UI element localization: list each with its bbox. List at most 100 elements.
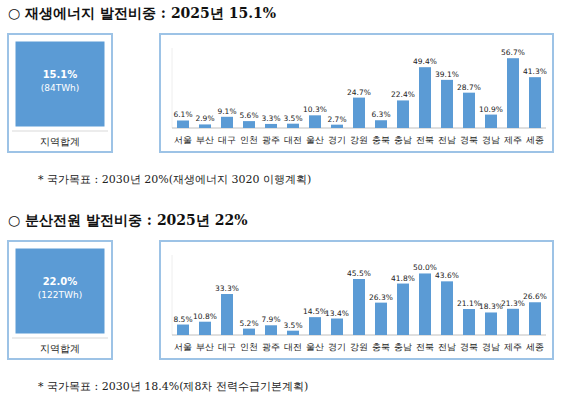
data-label: 2.7% (327, 115, 346, 124)
bar (375, 303, 387, 335)
x-tick-label: 대구 (218, 342, 236, 352)
bar (441, 80, 453, 128)
total-energy: (84TWh) (41, 83, 80, 93)
data-label: 41.8% (391, 274, 415, 283)
title: ○ 재생에너지 발전비중 : 2025년 15.1% (8, 5, 276, 21)
bar (243, 329, 255, 335)
total-label: 지역합계 (40, 343, 80, 354)
data-label: 21.1% (457, 299, 481, 308)
x-tick-label: 대전 (284, 342, 302, 352)
x-tick-label: 광주 (262, 342, 280, 352)
bar (309, 115, 321, 128)
data-label: 50.0% (413, 263, 437, 272)
total-value: 22.0% (43, 276, 78, 287)
x-tick-label: 경남 (482, 342, 500, 352)
bar (397, 284, 409, 335)
x-tick-label: 경기 (328, 342, 346, 352)
x-tick-label: 광주 (262, 135, 280, 145)
x-tick-label: 경북 (460, 342, 478, 352)
x-tick-label: 전북 (416, 135, 434, 145)
data-label: 6.3% (371, 110, 390, 119)
data-label: 45.5% (347, 269, 371, 278)
data-label: 13.4% (325, 309, 349, 318)
x-tick-label: 충북 (372, 135, 390, 145)
total-frame (8, 34, 112, 152)
data-label: 41.3% (523, 67, 547, 76)
data-label: 3.5% (283, 321, 302, 330)
bar (419, 67, 431, 128)
title: ○ 분산전원 발전비중 : 2025년 22% (8, 212, 248, 228)
x-tick-label: 강원 (350, 342, 368, 352)
note: * 국가목표 : 2030년 18.4%(제8차 전력수급기본계획) (38, 380, 308, 393)
bar (199, 124, 211, 128)
data-label: 9.1% (217, 107, 236, 116)
x-tick-label: 충북 (372, 342, 390, 352)
total-value: 15.1% (43, 69, 78, 80)
data-label: 3.5% (283, 114, 302, 123)
total-divider (12, 131, 108, 132)
chart-0: ○ 재생에너지 발전비중 : 2025년 15.1%15.1%(84TWh)지역… (8, 5, 553, 186)
data-label: 7.9% (261, 315, 280, 324)
bar (485, 312, 497, 335)
x-tick-label: 울산 (306, 342, 324, 352)
x-tick-label: 전남 (438, 342, 456, 352)
bar (331, 319, 343, 335)
bar (463, 93, 475, 128)
bar (485, 115, 497, 128)
data-label: 33.3% (215, 284, 239, 293)
total-divider (12, 338, 108, 339)
data-label: 10.3% (303, 105, 327, 114)
bar (529, 302, 541, 335)
bar (287, 331, 299, 335)
data-label: 14.5% (303, 307, 327, 316)
data-label: 21.3% (501, 299, 525, 308)
bar (353, 279, 365, 335)
data-label: 8.5% (173, 315, 192, 324)
data-label: 5.6% (239, 111, 258, 120)
bar (529, 77, 541, 128)
data-label: 28.7% (457, 83, 481, 92)
x-tick-label: 강원 (350, 135, 368, 145)
bar (419, 273, 431, 335)
x-tick-label: 대전 (284, 135, 302, 145)
x-tick-label: 세종 (526, 135, 544, 145)
x-tick-label: 울산 (306, 135, 324, 145)
data-label: 39.1% (435, 70, 459, 79)
total-box (15, 248, 105, 334)
bar (243, 121, 255, 128)
note: * 국가목표 : 2030년 20%(재생에너지 3020 이행계획) (38, 173, 311, 186)
data-label: 3.3% (261, 114, 280, 123)
bar (375, 120, 387, 128)
x-tick-label: 세종 (526, 342, 544, 352)
bar (177, 120, 189, 128)
bar (309, 317, 321, 335)
x-tick-label: 인천 (240, 342, 258, 352)
page: ○ 재생에너지 발전비중 : 2025년 15.1% 15.1% (84TWh) 지역… (0, 0, 580, 398)
data-label: 56.7% (501, 48, 525, 57)
data-label: 26.6% (523, 292, 547, 301)
bar (265, 124, 277, 128)
bar (177, 325, 189, 335)
bar (441, 281, 453, 335)
bar (221, 117, 233, 128)
data-label: 22.4% (391, 90, 415, 99)
data-label: 2.9% (195, 114, 214, 123)
x-tick-label: 충남 (394, 342, 412, 352)
bar (463, 309, 475, 335)
bar (331, 125, 343, 128)
data-label: 49.4% (413, 57, 437, 66)
x-tick-label: 경남 (482, 135, 500, 145)
x-tick-label: 부산 (196, 135, 214, 145)
bar (221, 294, 233, 335)
bar (507, 58, 519, 128)
bar (265, 325, 277, 335)
y-axis (172, 48, 173, 128)
x-tick-label: 경북 (460, 135, 478, 145)
bar (507, 309, 519, 335)
x-tick-label: 제주 (504, 135, 522, 145)
data-label: 18.3% (479, 302, 503, 311)
data-label: 24.7% (347, 88, 371, 97)
bars (177, 273, 541, 335)
x-tick-label: 서울 (174, 342, 192, 352)
bar (199, 322, 211, 335)
